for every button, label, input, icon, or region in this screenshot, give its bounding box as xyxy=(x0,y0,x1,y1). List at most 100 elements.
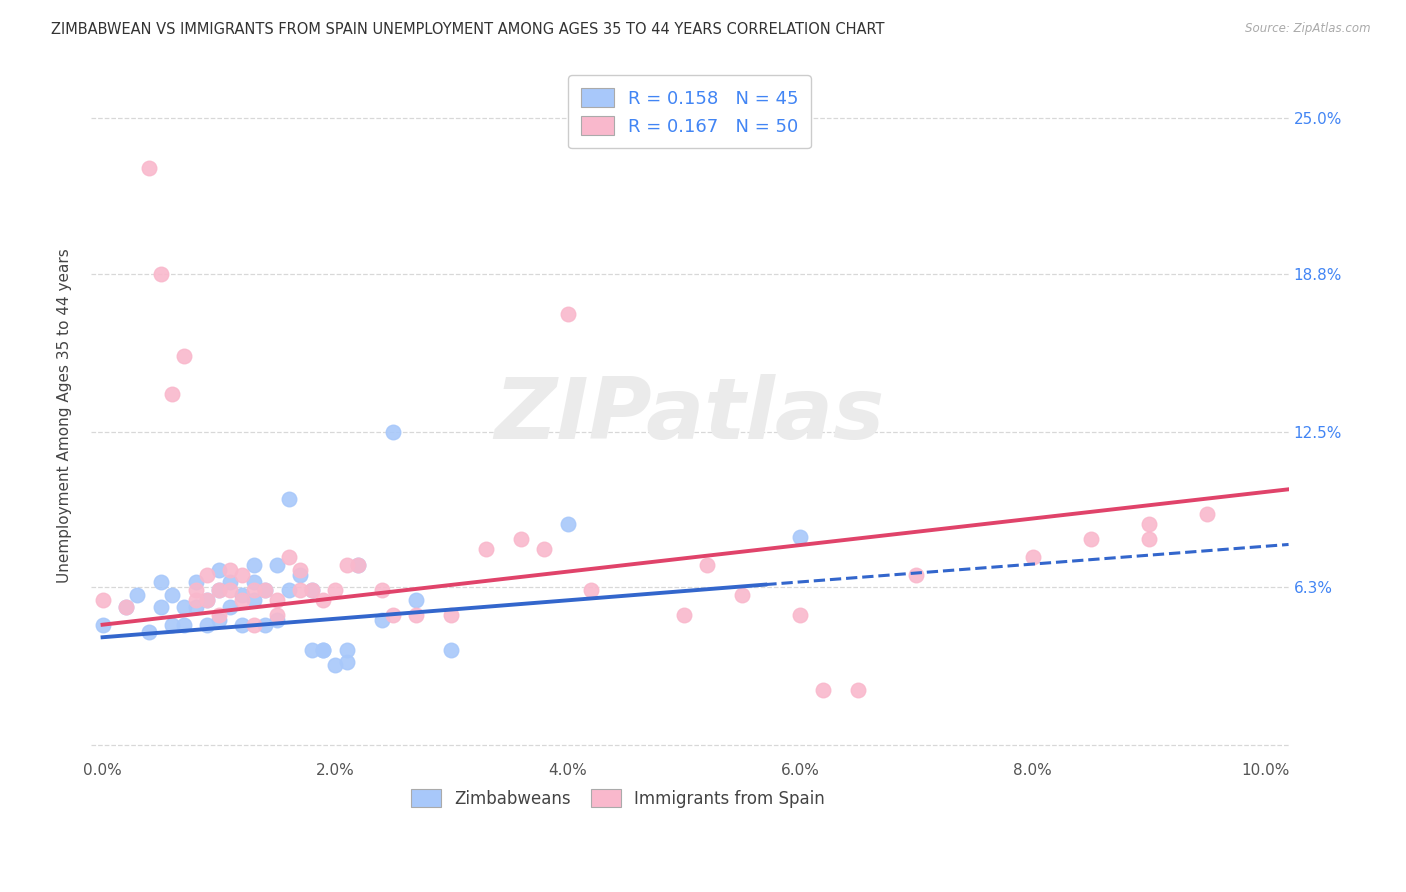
Point xyxy=(242,575,264,590)
Point xyxy=(254,582,277,597)
Point xyxy=(533,542,555,557)
Point xyxy=(184,600,207,615)
Point xyxy=(173,617,195,632)
Point xyxy=(91,592,114,607)
Point xyxy=(138,161,160,176)
Point xyxy=(1080,533,1102,547)
Point xyxy=(370,613,392,627)
Point xyxy=(301,582,323,597)
Point xyxy=(336,558,359,572)
Point xyxy=(789,530,811,544)
Point xyxy=(138,625,160,640)
Point xyxy=(1022,549,1045,564)
Point xyxy=(440,607,463,622)
Point xyxy=(266,607,288,622)
Point xyxy=(195,617,218,632)
Point xyxy=(731,588,754,602)
Point xyxy=(149,575,172,590)
Point xyxy=(266,613,288,627)
Point xyxy=(905,567,928,582)
Point xyxy=(370,582,392,597)
Point xyxy=(254,617,277,632)
Text: ZIPatlas: ZIPatlas xyxy=(495,374,884,457)
Point xyxy=(219,582,242,597)
Point xyxy=(149,600,172,615)
Point xyxy=(336,642,359,657)
Point xyxy=(208,563,231,577)
Point xyxy=(242,592,264,607)
Point xyxy=(114,600,136,615)
Point xyxy=(347,558,370,572)
Point xyxy=(405,607,427,622)
Point xyxy=(208,582,231,597)
Point xyxy=(173,600,195,615)
Point xyxy=(195,567,218,582)
Point xyxy=(219,600,242,615)
Point xyxy=(127,588,149,602)
Point xyxy=(184,592,207,607)
Point xyxy=(405,592,427,607)
Point xyxy=(242,617,264,632)
Point xyxy=(1137,517,1160,532)
Point xyxy=(1197,508,1219,522)
Point xyxy=(301,642,323,657)
Point xyxy=(184,575,207,590)
Point xyxy=(475,542,498,557)
Point xyxy=(846,682,869,697)
Point xyxy=(382,607,405,622)
Point xyxy=(813,682,835,697)
Point xyxy=(195,592,218,607)
Point xyxy=(557,307,579,321)
Point xyxy=(149,267,172,281)
Text: Source: ZipAtlas.com: Source: ZipAtlas.com xyxy=(1246,22,1371,36)
Text: ZIMBABWEAN VS IMMIGRANTS FROM SPAIN UNEMPLOYMENT AMONG AGES 35 TO 44 YEARS CORRE: ZIMBABWEAN VS IMMIGRANTS FROM SPAIN UNEM… xyxy=(51,22,884,37)
Point xyxy=(301,582,323,597)
Point xyxy=(789,607,811,622)
Point xyxy=(440,642,463,657)
Point xyxy=(347,558,370,572)
Point xyxy=(312,592,335,607)
Point xyxy=(231,588,253,602)
Point xyxy=(162,588,184,602)
Point xyxy=(208,607,231,622)
Point xyxy=(290,567,312,582)
Point xyxy=(323,657,346,672)
Point xyxy=(162,617,184,632)
Point xyxy=(1137,533,1160,547)
Point xyxy=(579,582,602,597)
Point xyxy=(557,517,579,532)
Point xyxy=(266,592,288,607)
Point xyxy=(510,533,533,547)
Point xyxy=(277,492,299,507)
Point xyxy=(195,592,218,607)
Point xyxy=(242,558,264,572)
Point xyxy=(208,582,231,597)
Point xyxy=(336,656,359,670)
Y-axis label: Unemployment Among Ages 35 to 44 years: Unemployment Among Ages 35 to 44 years xyxy=(58,248,72,582)
Point xyxy=(312,642,335,657)
Point xyxy=(184,582,207,597)
Point xyxy=(162,387,184,401)
Point xyxy=(219,575,242,590)
Point xyxy=(219,563,242,577)
Point xyxy=(672,607,695,622)
Point xyxy=(173,350,195,364)
Point xyxy=(266,558,288,572)
Legend: Zimbabweans, Immigrants from Spain: Zimbabweans, Immigrants from Spain xyxy=(404,782,831,814)
Point xyxy=(242,582,264,597)
Point xyxy=(382,425,405,439)
Point xyxy=(323,582,346,597)
Point xyxy=(696,558,718,572)
Point xyxy=(312,642,335,657)
Point xyxy=(290,563,312,577)
Point xyxy=(231,592,253,607)
Point xyxy=(231,567,253,582)
Point xyxy=(254,582,277,597)
Point xyxy=(114,600,136,615)
Point xyxy=(277,549,299,564)
Point xyxy=(277,582,299,597)
Point xyxy=(91,617,114,632)
Point xyxy=(290,582,312,597)
Point xyxy=(231,617,253,632)
Point xyxy=(208,613,231,627)
